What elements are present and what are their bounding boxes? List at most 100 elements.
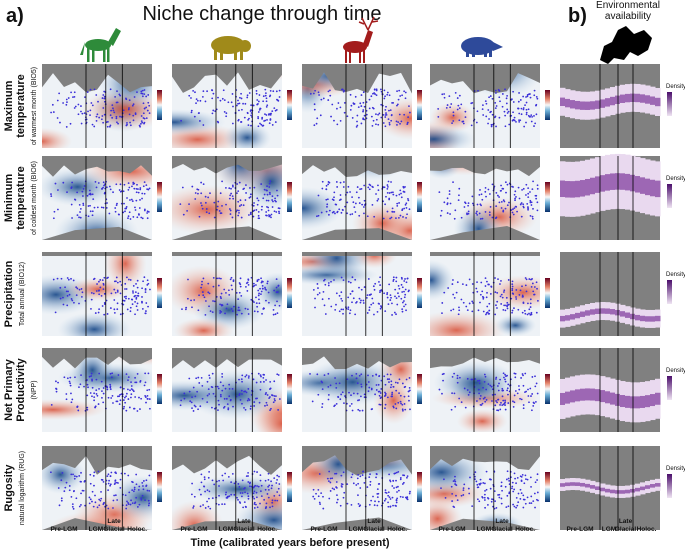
occurrence-dot — [476, 281, 478, 284]
occurrence-dot — [512, 503, 515, 506]
niche-blob — [302, 252, 372, 281]
occurrence-dot — [403, 300, 405, 302]
occurrence-dot — [261, 124, 264, 127]
occurrence-dot — [375, 373, 378, 376]
niche-panel — [42, 156, 162, 240]
occurrence-dot — [248, 214, 250, 216]
occurrence-dot — [358, 214, 361, 217]
occurrence-dot — [402, 474, 404, 477]
occurrence-dot — [484, 506, 486, 509]
occurrence-dot — [142, 102, 145, 105]
occurrence-dot — [481, 217, 484, 220]
occurrence-dot — [335, 181, 338, 183]
occurrence-dot — [244, 307, 247, 310]
niche-blob — [42, 399, 107, 421]
occurrence-dot — [217, 284, 220, 287]
occurrence-dot — [448, 190, 451, 192]
occurrence-dot — [408, 105, 410, 108]
occurrence-dot — [50, 195, 53, 198]
occurrence-dot — [230, 276, 233, 279]
occurrence-dot — [386, 291, 389, 294]
occurrence-dot — [494, 102, 497, 104]
occurrence-dot — [69, 382, 72, 385]
density-core — [580, 180, 586, 197]
occurrence-dot — [335, 303, 337, 306]
occurrence-dot — [139, 408, 141, 410]
occurrence-dot — [495, 506, 498, 509]
occurrence-dot — [221, 389, 224, 392]
occurrence-dot — [455, 484, 458, 487]
occurrence-dot — [225, 112, 228, 115]
occurrence-dot — [207, 476, 210, 479]
heatmap — [42, 64, 152, 148]
occurrence-dot — [253, 202, 255, 204]
occurrence-dot — [405, 202, 408, 205]
occurrence-dot — [530, 201, 533, 204]
occurrence-dot — [355, 191, 358, 194]
occurrence-dot — [102, 186, 104, 189]
density-core — [645, 316, 651, 322]
occurrence-dot — [503, 200, 506, 203]
occurrence-dot — [207, 388, 210, 391]
occurrence-dot — [400, 120, 403, 123]
occurrence-dot — [80, 110, 82, 113]
row-subtitle: of coldest month (BIO6) — [31, 161, 38, 235]
occurrence-dot — [212, 276, 215, 279]
occurrence-dot — [241, 492, 244, 494]
occurrence-dot — [188, 203, 190, 206]
occurrence-dot — [226, 403, 229, 405]
occurrence-dot — [504, 380, 507, 383]
density-core — [620, 490, 626, 494]
occurrence-dot — [507, 110, 510, 113]
occurrence-dot — [102, 288, 105, 291]
occurrence-dot — [501, 404, 504, 407]
heatmap — [430, 252, 540, 336]
occurrence-dot — [112, 107, 114, 110]
occurrence-dot — [204, 100, 207, 103]
occurrence-dot — [351, 117, 354, 119]
missing-area — [172, 348, 282, 369]
occurrence-dot — [269, 180, 272, 183]
occurrence-dot — [245, 184, 247, 186]
occurrence-dot — [89, 498, 92, 501]
colorbar — [287, 374, 292, 404]
density-core — [645, 395, 651, 408]
occurrence-dot — [363, 396, 366, 399]
density-core — [575, 100, 581, 110]
occurrence-dot — [519, 119, 522, 122]
occurrence-dot — [402, 496, 404, 499]
niche-panel — [430, 252, 550, 336]
occurrence-dot — [240, 312, 243, 315]
density-colorbar — [667, 474, 672, 498]
occurrence-dot — [223, 110, 226, 113]
occurrence-dot — [374, 393, 376, 396]
occurrence-dot — [245, 285, 247, 288]
occurrence-dot — [525, 108, 528, 111]
occurrence-dot — [478, 382, 481, 385]
occurrence-dot — [130, 393, 133, 396]
occurrence-dot — [498, 96, 501, 99]
occurrence-dot — [75, 294, 78, 297]
occurrence-dot — [521, 285, 523, 288]
density-core — [625, 173, 631, 191]
occurrence-dot — [66, 277, 69, 279]
occurrence-dot — [240, 92, 242, 95]
occurrence-dot — [200, 481, 203, 484]
occurrence-dot — [74, 105, 77, 108]
occurrence-dot — [368, 98, 371, 101]
occurrence-dot — [92, 505, 95, 508]
occurrence-dot — [243, 487, 245, 490]
occurrence-dot — [202, 183, 205, 186]
occurrence-dot — [515, 298, 518, 300]
occurrence-dot — [258, 94, 261, 96]
occurrence-dot — [368, 503, 371, 506]
occurrence-dot — [247, 313, 250, 315]
legend-title: Density — [666, 466, 685, 472]
occurrence-dot — [446, 212, 449, 214]
occurrence-dot — [247, 397, 250, 400]
occurrence-dot — [316, 215, 318, 218]
missing-area — [430, 348, 540, 369]
occurrence-dot — [382, 113, 385, 116]
row-title: Minimum — [3, 174, 15, 222]
occurrence-dot — [267, 199, 270, 202]
